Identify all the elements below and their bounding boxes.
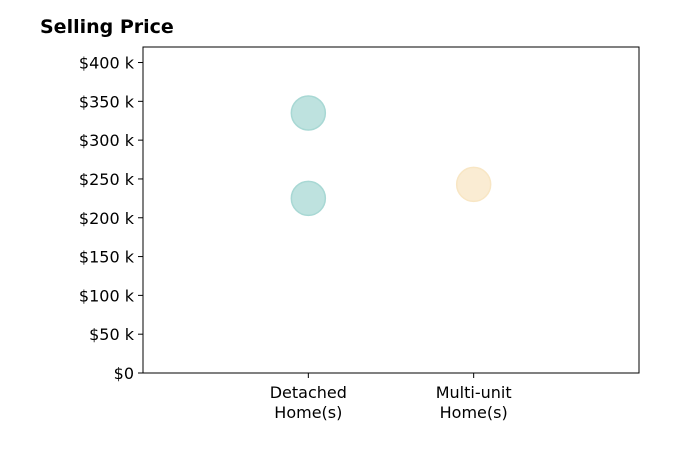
x-tick-label: Home(s) — [440, 403, 508, 422]
x-tick-label: Home(s) — [274, 403, 342, 422]
data-point — [455, 166, 492, 203]
data-point — [290, 95, 327, 131]
chart-title: Selling Price — [40, 16, 174, 38]
x-tick-label: Detached — [270, 383, 347, 402]
data-points — [290, 95, 492, 217]
data-point — [290, 180, 327, 217]
y-tick-label: $0 — [114, 364, 134, 383]
y-tick-label: $400 k — [79, 54, 135, 73]
y-axis: $0 $50 k $100 k $150 k $200 k $250 k $300 k $35… — [79, 54, 143, 383]
y-tick-label: $150 k — [79, 248, 135, 267]
y-tick-label: $200 k — [79, 209, 135, 228]
y-tick-label: $50 k — [89, 325, 135, 344]
y-tick-label: $250 k — [79, 170, 135, 189]
y-tick-label: $350 k — [79, 92, 135, 111]
x-tick-label: Multi-unit — [436, 383, 512, 402]
y-tick-label: $100 k — [79, 286, 135, 305]
plot-area-frame — [142, 46, 640, 374]
y-tick-label: $300 k — [79, 131, 135, 150]
